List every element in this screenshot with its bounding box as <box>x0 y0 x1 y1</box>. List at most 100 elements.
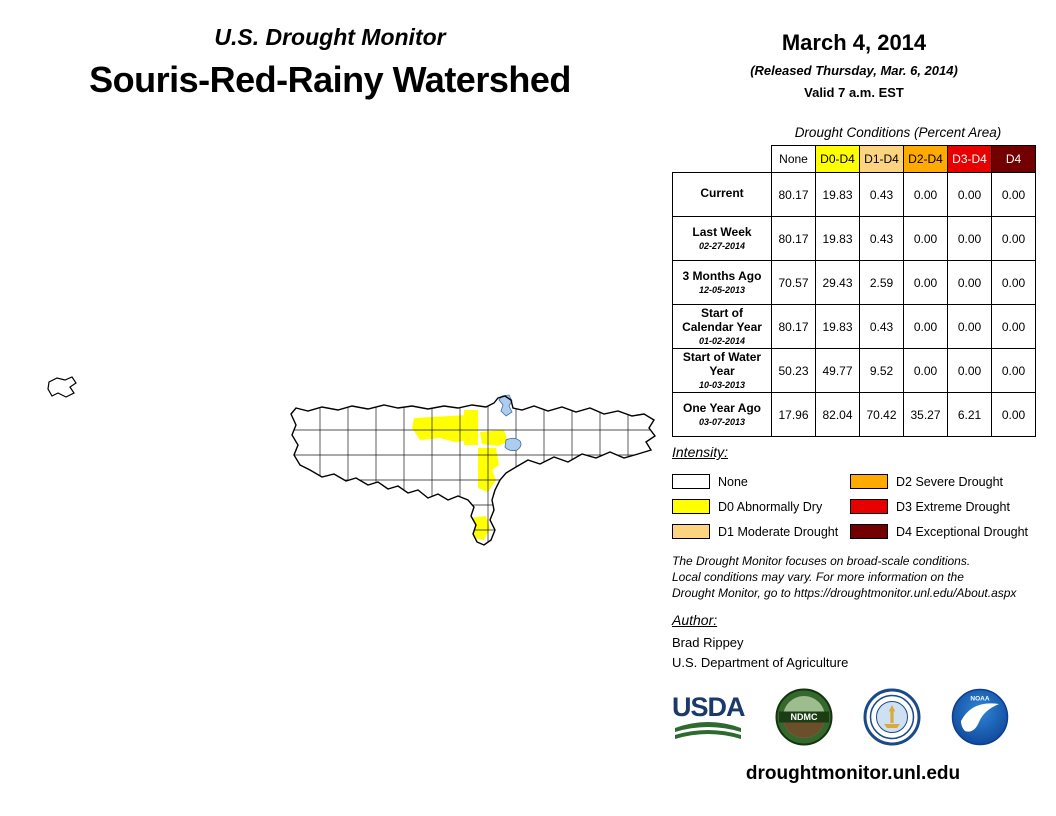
valid-time: Valid 7 a.m. EST <box>804 85 904 100</box>
lake-areas <box>498 394 522 451</box>
table-cell: 0.00 <box>903 304 948 349</box>
date-block: March 4, 2014 (Released Thursday, Mar. 6… <box>678 30 1030 100</box>
svg-text:NOAA: NOAA <box>970 696 989 703</box>
legend-grid: None D0 Abnormally Dry D1 Moderate Droug… <box>672 469 1034 544</box>
legend-item-d4: D4 Exceptional Drought <box>850 519 1034 544</box>
noaa-logo: NOAA <box>951 688 1009 746</box>
author-name: Brad Rippey <box>672 635 744 650</box>
legend-label: D0 Abnormally Dry <box>718 499 823 514</box>
table-cell: 70.42 <box>859 392 904 437</box>
intensity-legend: Intensity: None D0 Abnormally Dry D1 Mod… <box>672 444 1034 544</box>
row-label-text: Current <box>700 186 744 201</box>
table-cell: 0.00 <box>991 216 1036 261</box>
table-cell: 35.27 <box>903 392 948 437</box>
watershed-map-svg <box>47 376 656 546</box>
noaa-seal-icon: NOAA <box>951 688 1008 746</box>
row-label-text: One Year Ago <box>682 401 762 416</box>
row-label-date: 03-07-2013 <box>698 416 746 427</box>
table-cell: 0.43 <box>859 304 904 349</box>
disclaimer-line: Local conditions may vary. For more info… <box>672 570 964 584</box>
row-label: 3 Months Ago 12-05-2013 <box>672 260 772 305</box>
table-cell: 0.00 <box>947 304 992 349</box>
table-cell: 0.00 <box>903 172 948 217</box>
table-cell: 0.43 <box>859 216 904 261</box>
table-cell: 80.17 <box>771 216 816 261</box>
col-header-d2d4: D2-D4 <box>903 145 948 173</box>
table-cell: 0.00 <box>903 348 948 393</box>
row-label-date: 01-02-2014 <box>698 335 746 346</box>
table-cell: 17.96 <box>771 392 816 437</box>
d3-swatch <box>850 499 888 514</box>
legend-label: None <box>718 474 748 489</box>
legend-item-d0: D0 Abnormally Dry <box>672 494 850 519</box>
usda-logo: USDA <box>672 691 746 741</box>
legend-item-d3: D3 Extreme Drought <box>850 494 1034 519</box>
row-label: Start of Calendar Year 01-02-2014 <box>672 304 772 349</box>
table-cell: 49.77 <box>815 348 860 393</box>
col-header-d1d4: D1-D4 <box>859 145 904 173</box>
table-cell: 0.00 <box>947 172 992 217</box>
row-label-date: 12-05-2013 <box>698 284 746 295</box>
legend-item-none: None <box>672 469 850 494</box>
table-cell: 0.00 <box>947 216 992 261</box>
table-row-last-week: Last Week 02-27-2014 80.17 19.83 0.43 0.… <box>672 216 1036 261</box>
d1-swatch <box>672 524 710 539</box>
ndmc-logo: NDMC <box>775 688 833 746</box>
monitor-title: U.S. Drought Monitor <box>214 24 446 50</box>
header: U.S. Drought Monitor Souris-Red-Rainy Wa… <box>30 24 630 101</box>
table-cell: 82.04 <box>815 392 860 437</box>
row-label-date: 10-03-2013 <box>698 379 746 390</box>
legend-item-d1: D1 Moderate Drought <box>672 519 850 544</box>
site-url[interactable]: droughtmonitor.unl.edu <box>745 763 961 784</box>
table-cell: 0.00 <box>991 392 1036 437</box>
legend-title: Intensity: <box>672 444 729 460</box>
row-label: One Year Ago 03-07-2013 <box>672 392 772 437</box>
row-label-text: Last Week <box>692 225 752 240</box>
detached-fragment <box>47 376 77 398</box>
table-cell: 0.00 <box>947 348 992 393</box>
table-title: Drought Conditions (Percent Area) <box>794 125 1002 140</box>
table-cell: 19.83 <box>815 216 860 261</box>
table-cell: 50.23 <box>771 348 816 393</box>
row-label-text: Start of Water Year <box>682 350 762 378</box>
released-date: (Released Thursday, Mar. 6, 2014) <box>750 63 958 78</box>
commerce-seal-icon <box>863 688 921 746</box>
author-heading: Author: <box>672 612 718 628</box>
disclaimer-line: Drought Monitor, go to https://droughtmo… <box>672 586 1017 600</box>
d4-swatch <box>850 524 888 539</box>
watershed-map <box>0 368 680 560</box>
legend-label: D1 Moderate Drought <box>718 524 839 539</box>
commerce-seal-logo <box>863 688 921 746</box>
table-header-row: None D0-D4 D1-D4 D2-D4 D3-D4 D4 <box>673 145 1036 173</box>
legend-label: D2 Severe Drought <box>896 474 1004 489</box>
table-cell: 9.52 <box>859 348 904 393</box>
svg-text:NDMC: NDMC <box>790 712 817 722</box>
author-block: Author: Brad Rippey U.S. Department of A… <box>672 612 848 670</box>
table-cell: 0.00 <box>991 260 1036 305</box>
table-row-current: Current 80.17 19.83 0.43 0.00 0.00 0.00 <box>672 172 1036 217</box>
agency-logos: USDA NDMC <box>672 688 1009 746</box>
table-row-one-year-ago: One Year Ago 03-07-2013 17.96 82.04 70.4… <box>672 392 1036 437</box>
table-row-start-water-year: Start of Water Year 10-03-2013 50.23 49.… <box>672 348 1036 393</box>
legend-label: D4 Exceptional Drought <box>896 524 1029 539</box>
report-date: March 4, 2014 <box>781 30 927 55</box>
disclaimer: The Drought Monitor focuses on broad-sca… <box>672 553 1016 601</box>
table-cell: 19.83 <box>815 172 860 217</box>
table-row-3-months-ago: 3 Months Ago 12-05-2013 70.57 29.43 2.59… <box>672 260 1036 305</box>
table-row-start-calendar-year: Start of Calendar Year 01-02-2014 80.17 … <box>672 304 1036 349</box>
row-label: Current <box>672 172 772 217</box>
table-cell: 0.00 <box>903 216 948 261</box>
table-cell: 0.00 <box>991 172 1036 217</box>
table-cell: 70.57 <box>771 260 816 305</box>
ndmc-seal-icon: NDMC <box>775 688 833 746</box>
author-org: U.S. Department of Agriculture <box>672 655 849 670</box>
table-cell: 29.43 <box>815 260 860 305</box>
usda-wordmark: USDA <box>672 691 746 722</box>
table-cell: 0.00 <box>947 260 992 305</box>
legend-label: D3 Extreme Drought <box>896 499 1010 514</box>
disclaimer-line: The Drought Monitor focuses on broad-sca… <box>672 554 971 568</box>
table-cell: 80.17 <box>771 172 816 217</box>
map-d0-areas <box>412 410 508 540</box>
row-label-date: 02-27-2014 <box>698 240 746 251</box>
